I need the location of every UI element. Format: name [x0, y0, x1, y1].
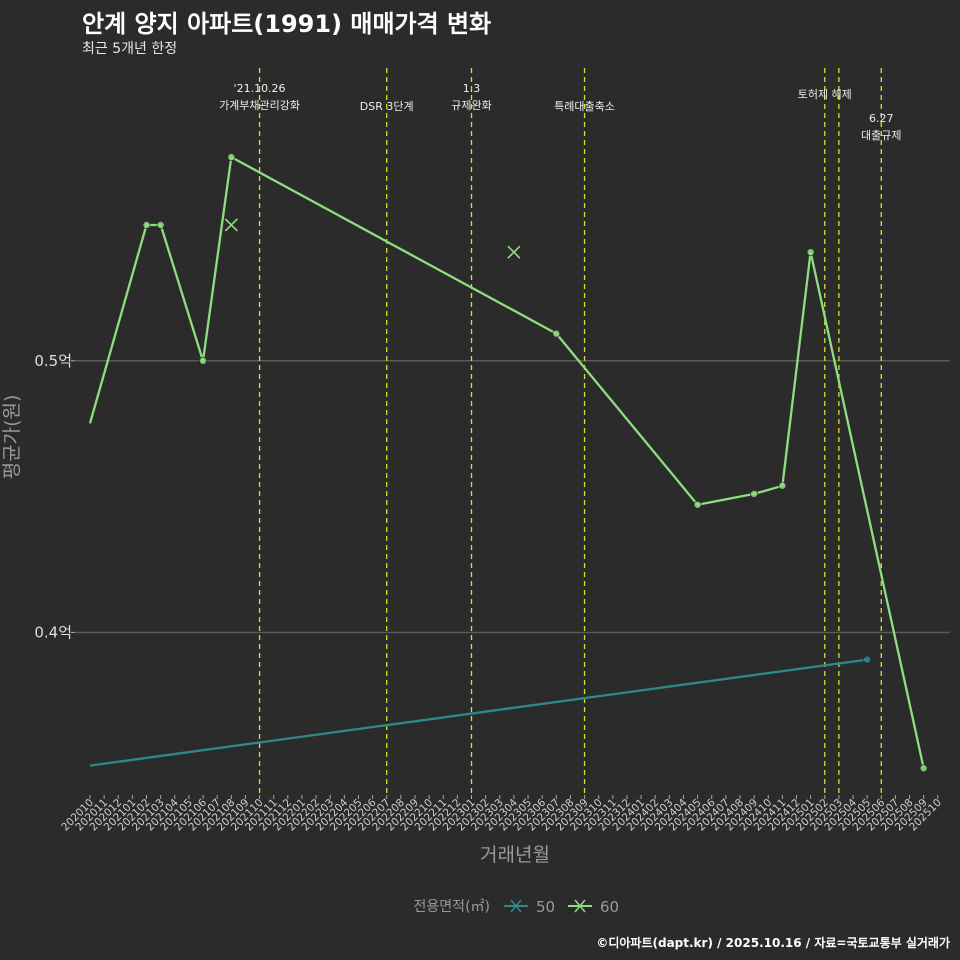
event-label: '21.10.26 — [234, 82, 286, 95]
series-60-point — [552, 329, 561, 338]
legend-cross-50 — [510, 899, 522, 913]
series-60-cross-marker — [507, 245, 521, 259]
series-60-point — [919, 764, 928, 773]
legend-label-50: 50 — [536, 898, 555, 916]
event-label: 규제완화 — [451, 99, 491, 112]
y-tick-label: 0.5억 — [34, 352, 72, 370]
x-axis: 2020102020112020122021012021022021032021… — [59, 795, 944, 833]
series-60-point — [693, 500, 702, 509]
series-60-point — [142, 220, 151, 229]
y-axis: 0.4억 0.5억 — [34, 352, 75, 641]
series-60-point — [227, 153, 236, 162]
event-annotations: '21.10.26 가계부채관리강화 DSR 3단계 1.3 규제완화 특례대출축소 토허제… — [219, 68, 902, 795]
series-60-point — [750, 489, 759, 498]
series-60-point — [156, 220, 165, 229]
gridlines — [75, 360, 950, 634]
event-label: 1.3 — [463, 82, 481, 95]
series-layer — [88, 153, 928, 773]
event-label: 특례대출축소 — [554, 100, 615, 113]
legend: 전용면적(㎡) 50 60 — [414, 898, 620, 916]
legend-label-60: 60 — [600, 898, 619, 916]
y-axis-title: 평균가(원) — [1, 395, 23, 480]
event-label: 6.27 — [869, 112, 894, 125]
source-caption: ©디아파트(dapt.kr) / 2025.10.16 / 자료=국토교통부 실… — [596, 936, 950, 950]
event-label: DSR 3단계 — [360, 100, 414, 113]
event-label: 가계부채관리강화 — [219, 99, 300, 112]
legend-cross-60 — [574, 899, 586, 913]
event-label: 대출규제 — [861, 129, 901, 142]
series-60-point — [806, 248, 815, 257]
series-60-cross-marker — [224, 218, 238, 232]
x-axis-title: 거래년월 — [480, 844, 550, 866]
event-label: 토허제 해제 — [798, 87, 852, 101]
y-tick-label: 0.4억 — [34, 623, 72, 641]
series-50-point — [863, 655, 872, 664]
series-60-point — [199, 356, 208, 365]
chart-subtitle: 최근 5개년 한정 — [82, 41, 178, 57]
chart-title: 안계 양지 아파트(1991) 매매가격 변화 — [82, 10, 492, 38]
legend-title: 전용면적(㎡) — [414, 899, 490, 915]
series-50-line — [89, 658, 868, 767]
series-60-line — [88, 155, 925, 769]
series-60-point — [778, 481, 787, 490]
